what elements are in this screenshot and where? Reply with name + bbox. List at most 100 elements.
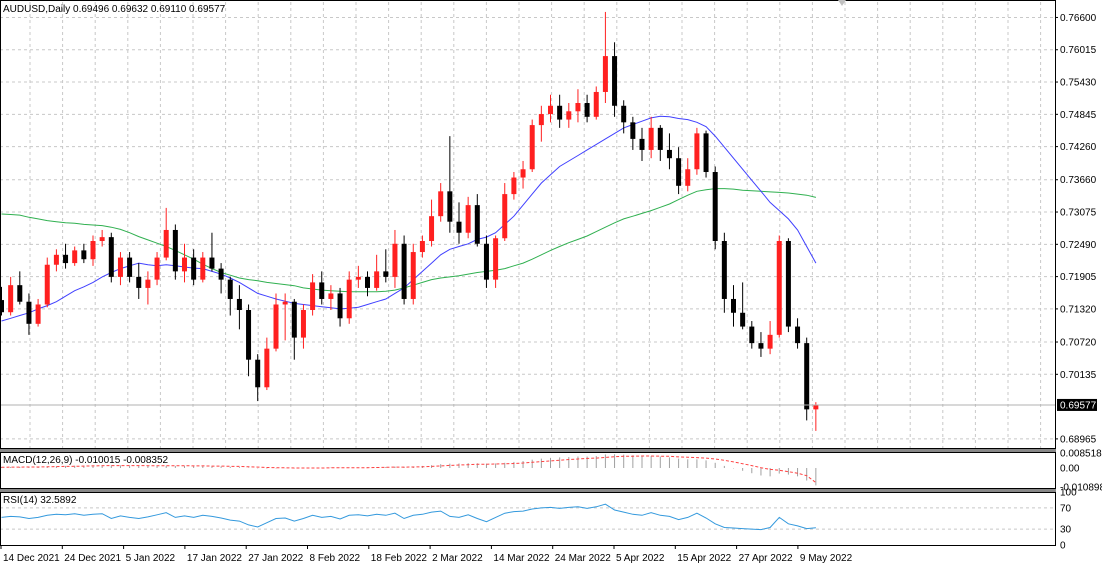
time-tick-label: 17 Jan 2022 bbox=[187, 553, 242, 564]
candle bbox=[447, 136, 453, 233]
candle-body bbox=[44, 264, 50, 305]
candle-body bbox=[731, 298, 736, 313]
candle-body bbox=[337, 293, 343, 319]
candle bbox=[108, 232, 114, 283]
candle bbox=[392, 229, 398, 288]
candle bbox=[319, 271, 325, 305]
time-tick-label: 14 Mar 2022 bbox=[493, 553, 550, 564]
candle bbox=[310, 274, 316, 316]
rsi-tick-label: 100 bbox=[1060, 488, 1077, 499]
candle-body bbox=[602, 56, 608, 92]
candle bbox=[374, 254, 380, 291]
candle-body bbox=[758, 343, 764, 349]
pane-separator[interactable] bbox=[0, 489, 1056, 492]
candle-body bbox=[172, 229, 178, 272]
candle bbox=[511, 172, 517, 200]
candle-body bbox=[483, 243, 489, 280]
macd-tick-label: 0.00 bbox=[1060, 464, 1080, 475]
candle-body bbox=[246, 310, 252, 360]
candle bbox=[456, 202, 462, 244]
candle bbox=[172, 224, 178, 280]
candle bbox=[300, 304, 306, 349]
candle bbox=[749, 321, 755, 349]
candle-body bbox=[612, 56, 618, 106]
time-tick-label: 2 Mar 2022 bbox=[432, 553, 483, 564]
candle bbox=[474, 194, 480, 247]
candle-body bbox=[639, 138, 645, 150]
candle bbox=[758, 332, 764, 357]
candle bbox=[493, 235, 499, 288]
grid bbox=[0, 2, 1055, 448]
candle bbox=[163, 207, 169, 261]
candle-body bbox=[90, 241, 96, 260]
time-tick-label: 14 Dec 2021 bbox=[3, 553, 60, 564]
time-tick-label: 24 Dec 2021 bbox=[64, 553, 121, 564]
candle-body bbox=[429, 216, 435, 242]
candle bbox=[712, 166, 718, 250]
time-tick-label: 8 Feb 2022 bbox=[310, 553, 361, 564]
candle bbox=[145, 271, 151, 305]
price-tick-label: 0.76015 bbox=[1060, 45, 1097, 56]
candle bbox=[666, 133, 672, 170]
candle-body bbox=[182, 257, 187, 272]
price-tick-label: 0.75430 bbox=[1060, 78, 1097, 89]
ma-slow-line bbox=[1, 188, 817, 293]
candle-body bbox=[511, 177, 517, 195]
time-tick-label: 27 Apr 2022 bbox=[739, 553, 793, 564]
candle-body bbox=[209, 257, 215, 269]
candle-body bbox=[767, 334, 773, 349]
candle bbox=[355, 265, 361, 288]
candle-body bbox=[8, 285, 14, 313]
candle-body bbox=[310, 282, 316, 311]
candle-body bbox=[53, 254, 59, 265]
candle bbox=[191, 249, 197, 286]
candle bbox=[182, 243, 187, 283]
candle-body bbox=[502, 194, 508, 239]
candle-body bbox=[548, 105, 553, 115]
candle-body bbox=[776, 241, 782, 335]
candle bbox=[419, 235, 425, 258]
candle bbox=[767, 321, 773, 355]
candle-body bbox=[136, 276, 142, 288]
candle-body bbox=[749, 326, 755, 344]
candle-body bbox=[200, 257, 206, 280]
candle-body bbox=[575, 103, 581, 112]
candle-body bbox=[227, 279, 233, 299]
candle-body bbox=[264, 348, 270, 388]
candle-body bbox=[410, 252, 416, 299]
macd-label: MACD(12,26,9) -0.010015 -0.008352 bbox=[3, 455, 169, 466]
candle bbox=[337, 287, 343, 327]
candle-body bbox=[0, 300, 4, 313]
ma-fast-line bbox=[1, 115, 817, 322]
candle-body bbox=[365, 276, 370, 288]
candle bbox=[227, 276, 233, 316]
candle bbox=[429, 199, 435, 247]
pane-frame bbox=[0, 492, 1056, 546]
candle bbox=[246, 304, 252, 377]
candle-body bbox=[99, 237, 105, 242]
candle-body bbox=[374, 271, 380, 288]
pane-separator[interactable] bbox=[0, 449, 1056, 452]
candle bbox=[154, 252, 160, 286]
price-tick-label: 0.70135 bbox=[1060, 370, 1097, 381]
candle-body bbox=[666, 149, 672, 159]
scroll-shift-marker-icon[interactable] bbox=[838, 0, 846, 6]
candle bbox=[0, 286, 4, 316]
candle bbox=[255, 354, 261, 402]
candle bbox=[776, 235, 782, 338]
candle bbox=[200, 252, 206, 283]
candle bbox=[72, 246, 78, 266]
candle-body bbox=[703, 133, 709, 173]
candle bbox=[538, 105, 544, 142]
candle-body bbox=[795, 326, 801, 344]
candle bbox=[740, 282, 746, 330]
moving-average-slow bbox=[1, 188, 817, 293]
price-tick-label: 0.71905 bbox=[1060, 272, 1097, 283]
candle-body bbox=[108, 237, 114, 277]
candle bbox=[117, 252, 123, 286]
candle-body bbox=[712, 172, 718, 242]
candle-body bbox=[81, 250, 87, 260]
candle bbox=[648, 116, 654, 159]
